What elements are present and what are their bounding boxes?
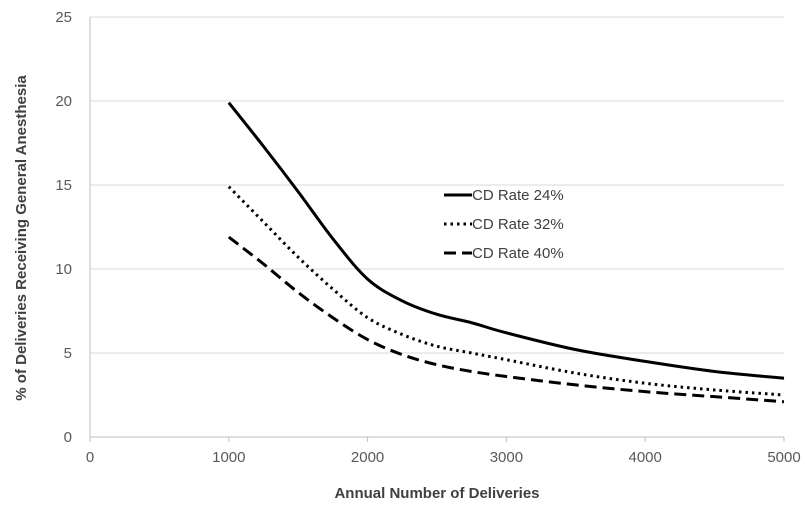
axes (89, 17, 785, 442)
y-tick-label: 5 (64, 345, 72, 362)
x-tick-label: 4000 (629, 449, 662, 466)
series-line-3 (227, 235, 785, 404)
y-tick-labels: 0 5 10 15 20 25 (55, 9, 72, 446)
y-tick-label: 25 (55, 9, 72, 26)
x-tick-label: 2000 (351, 449, 384, 466)
legend: CD Rate 24% CD Rate 32% CD Rate 40% (444, 187, 564, 262)
series-line-2 (227, 185, 785, 397)
y-axis-title: % of Deliveries Receiving General Anesth… (13, 75, 30, 401)
y-tick-label: 0 (64, 429, 72, 446)
x-tick-label: 1000 (212, 449, 245, 466)
x-tick-label: 3000 (490, 449, 523, 466)
y-tick-label: 20 (55, 93, 72, 110)
grid (90, 16, 784, 354)
x-axis-title: Annual Number of Deliveries (334, 485, 539, 502)
y-tick-label: 15 (55, 177, 72, 194)
x-tick-label: 0 (86, 449, 94, 466)
legend-label-1: CD Rate 24% (472, 187, 564, 204)
series-line-1 (227, 101, 785, 380)
x-tick-label: 5000 (767, 449, 800, 466)
y-tick-label: 10 (55, 261, 72, 278)
x-tick-labels: 0 1000 2000 3000 4000 5000 (86, 449, 801, 466)
legend-label-3: CD Rate 40% (472, 245, 564, 262)
series-lines (227, 101, 785, 404)
legend-label-2: CD Rate 32% (472, 216, 564, 233)
